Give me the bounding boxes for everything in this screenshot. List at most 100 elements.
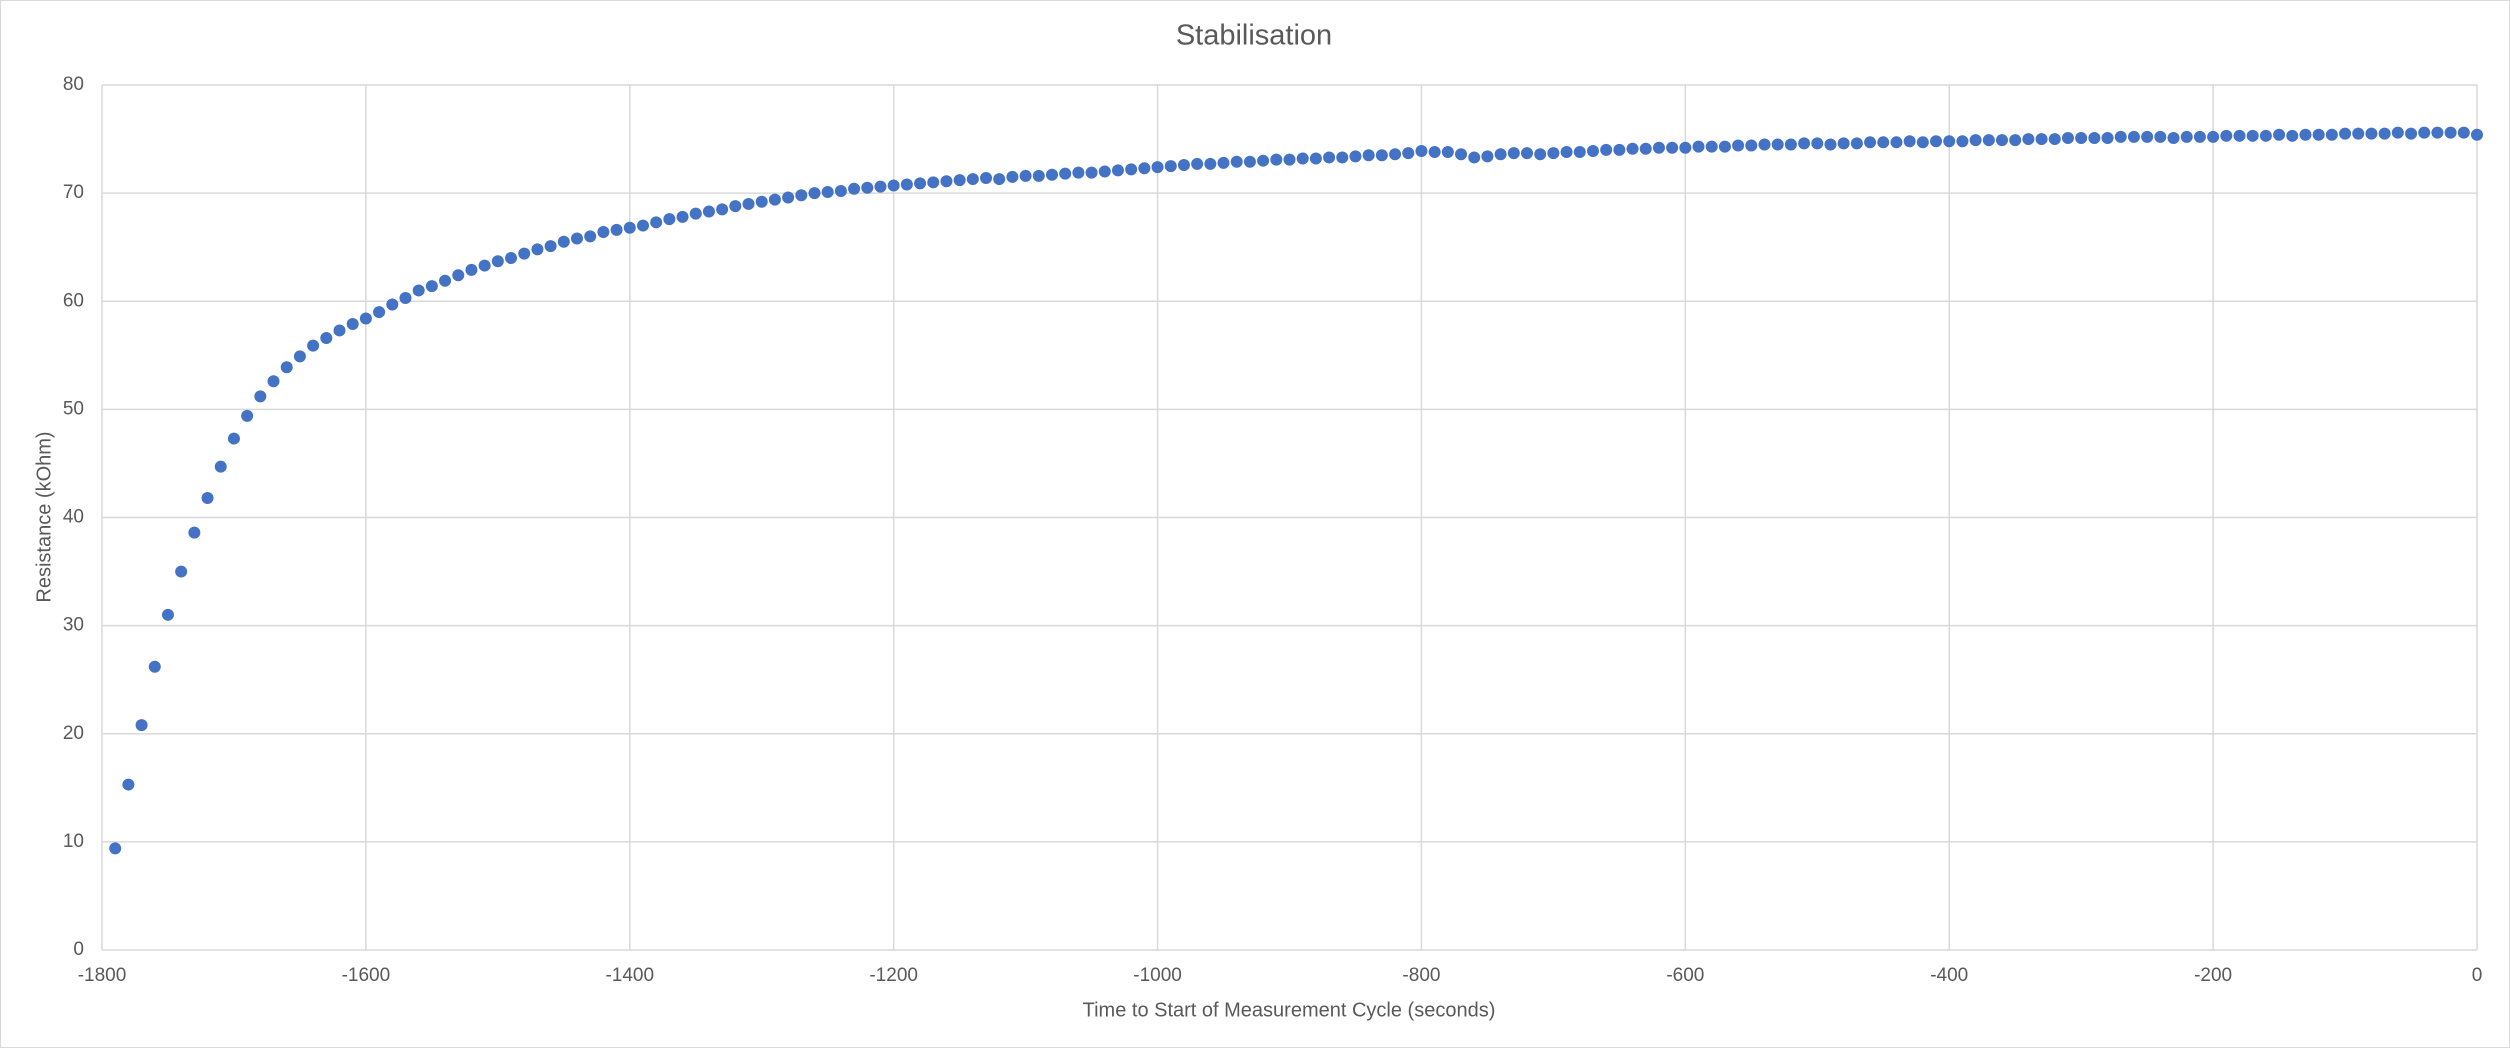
- data-point: [227, 432, 240, 445]
- data-point: [953, 174, 966, 187]
- data-point: [320, 332, 333, 345]
- data-point: [2061, 131, 2074, 144]
- data-point: [1745, 139, 1758, 152]
- data-point: [188, 526, 201, 539]
- data-point: [2325, 128, 2338, 141]
- data-point: [1125, 163, 1138, 176]
- y-tick-label: 0: [73, 939, 84, 960]
- data-point: [1705, 140, 1718, 153]
- data-point: [2114, 130, 2127, 143]
- data-point: [1798, 137, 1811, 150]
- data-point: [1204, 157, 1217, 170]
- data-point: [1679, 141, 1692, 154]
- data-point: [1085, 166, 1098, 179]
- data-point: [1217, 156, 1230, 169]
- data-point: [2391, 126, 2404, 139]
- data-point: [980, 171, 993, 184]
- y-tick-label: 10: [63, 831, 84, 852]
- data-point: [2035, 133, 2048, 146]
- data-point: [702, 205, 715, 218]
- data-point: [1151, 161, 1164, 174]
- data-point: [2471, 128, 2483, 141]
- data-point: [834, 184, 847, 197]
- data-point: [1718, 140, 1731, 153]
- data-point: [1098, 165, 1111, 178]
- data-point: [1494, 148, 1507, 161]
- data-point: [2299, 128, 2312, 141]
- data-point: [1507, 147, 1520, 160]
- x-tick-label: 0: [2472, 965, 2483, 986]
- data-point: [636, 219, 649, 232]
- data-point: [1877, 136, 1890, 149]
- y-axis-title: Resistance (kOhm): [33, 431, 55, 602]
- y-tick-label: 20: [63, 723, 84, 744]
- y-tick-label: 40: [63, 507, 84, 528]
- data-point: [478, 259, 491, 272]
- data-point: [346, 317, 359, 330]
- data-point: [293, 350, 306, 363]
- x-tick-label: -800: [1402, 965, 1440, 986]
- data-point: [1784, 138, 1797, 151]
- x-tick-label: -200: [2194, 965, 2232, 986]
- data-point: [491, 255, 504, 268]
- data-point: [1890, 136, 1903, 149]
- data-point: [373, 306, 386, 319]
- data-point: [1837, 137, 1850, 150]
- data-point: [439, 274, 452, 287]
- data-point: [1072, 166, 1085, 179]
- y-tick-label: 70: [63, 182, 84, 203]
- data-point: [2286, 129, 2299, 142]
- data-point: [1692, 140, 1705, 153]
- data-point: [2339, 127, 2352, 140]
- data-point: [1943, 135, 1956, 148]
- data-point: [584, 230, 597, 243]
- data-point: [2273, 128, 2286, 141]
- data-point: [1296, 152, 1309, 165]
- data-point: [874, 180, 887, 193]
- data-point: [1811, 137, 1824, 150]
- data-point: [2088, 131, 2101, 144]
- data-point: [1428, 146, 1441, 159]
- data-point: [1930, 135, 1943, 148]
- data-point: [161, 608, 174, 621]
- data-point: [1138, 162, 1151, 175]
- data-point: [122, 778, 135, 791]
- data-point: [1336, 151, 1349, 164]
- data-point: [716, 203, 729, 216]
- data-point: [2365, 127, 2378, 140]
- data-point: [927, 176, 940, 189]
- data-point: [2009, 134, 2022, 147]
- data-point: [1626, 142, 1639, 155]
- x-tick-label: -1400: [605, 965, 654, 986]
- data-point: [1547, 147, 1560, 160]
- data-point: [2312, 128, 2325, 141]
- data-point: [2233, 129, 2246, 142]
- data-point: [663, 213, 676, 226]
- data-point: [782, 191, 795, 204]
- data-point: [610, 223, 623, 236]
- data-point: [1257, 154, 1270, 167]
- data-point: [689, 207, 702, 220]
- data-point: [505, 252, 518, 264]
- data-point: [729, 200, 742, 213]
- data-point: [254, 390, 267, 403]
- data-point: [1969, 134, 1982, 147]
- data-point: [2101, 131, 2114, 144]
- data-point: [1415, 144, 1428, 157]
- data-point: [2405, 127, 2418, 140]
- data-point: [1600, 143, 1613, 156]
- data-point: [966, 173, 979, 186]
- data-point: [1639, 142, 1652, 155]
- data-point: [1560, 146, 1573, 159]
- data-point: [1916, 136, 1929, 149]
- data-point: [1230, 155, 1243, 168]
- data-point: [557, 235, 570, 248]
- data-point: [2378, 127, 2391, 140]
- data-point: [1243, 155, 1256, 168]
- data-point: [2022, 133, 2035, 146]
- data-point: [914, 177, 927, 190]
- data-point: [1375, 149, 1388, 162]
- x-axis-title: Time to Start of Measurement Cycle (seco…: [1083, 999, 1496, 1021]
